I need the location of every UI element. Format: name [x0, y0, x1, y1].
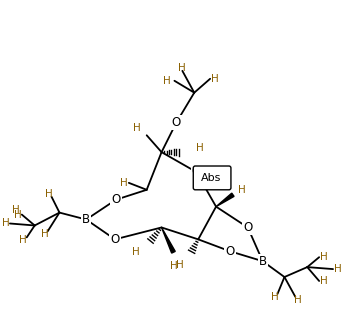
Text: H: H	[178, 63, 186, 73]
Text: H: H	[12, 205, 20, 215]
Text: H: H	[320, 276, 328, 286]
Text: O: O	[110, 233, 120, 246]
Text: H: H	[211, 74, 219, 84]
Text: H: H	[45, 189, 53, 199]
Text: H: H	[41, 229, 48, 239]
Text: H: H	[238, 185, 246, 195]
Text: H: H	[19, 235, 27, 245]
Polygon shape	[216, 193, 234, 207]
Text: H: H	[176, 260, 183, 270]
Text: H: H	[169, 261, 177, 271]
Text: H: H	[2, 218, 10, 228]
Text: H: H	[133, 123, 140, 133]
Polygon shape	[162, 227, 175, 253]
Text: H: H	[295, 295, 302, 305]
FancyBboxPatch shape	[193, 166, 231, 190]
Text: H: H	[320, 252, 328, 262]
Text: O: O	[243, 221, 252, 234]
Text: O: O	[192, 165, 201, 178]
Text: O: O	[172, 116, 181, 129]
Text: H: H	[163, 76, 170, 86]
Text: B: B	[82, 213, 90, 226]
Text: H: H	[14, 209, 22, 219]
Text: O: O	[225, 245, 235, 258]
Text: O: O	[112, 193, 121, 206]
Text: H: H	[271, 292, 278, 302]
Text: Abs: Abs	[201, 173, 221, 183]
Text: H: H	[196, 143, 204, 153]
Text: H: H	[132, 247, 140, 257]
Text: H: H	[120, 178, 128, 188]
Text: B: B	[258, 255, 267, 268]
Text: H: H	[334, 264, 341, 274]
